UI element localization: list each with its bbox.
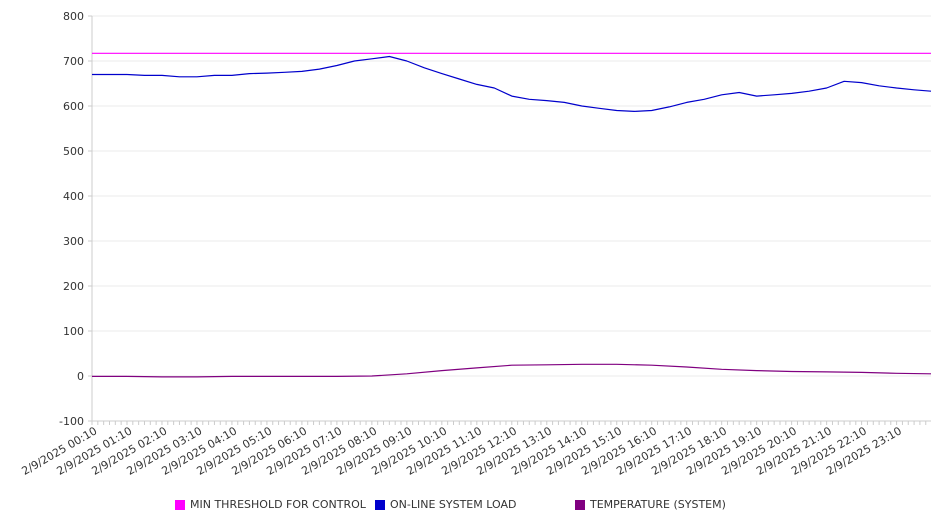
line-chart: -100 0 100 200 300 400 500 600 700 800 2/9/2025 0… bbox=[20, 10, 932, 478]
grid-lines bbox=[92, 15, 931, 422]
series-line-2 bbox=[92, 55, 932, 113]
y-tick-label: 800 bbox=[63, 10, 84, 23]
x-axis-tick-labels: 2/9/2025 00:102/9/2025 01:102/9/2025 02:… bbox=[20, 424, 904, 478]
y-tick-label: 500 bbox=[63, 145, 84, 158]
y-tick-label: 100 bbox=[63, 325, 84, 338]
y-tick-label: -100 bbox=[59, 415, 84, 428]
legend-item-threshold: MIN THRESHOLD FOR CONTROL bbox=[175, 498, 366, 511]
series-lines bbox=[92, 52, 932, 378]
y-tick-label: 0 bbox=[77, 370, 84, 383]
legend-swatch-system-load bbox=[375, 499, 385, 510]
y-tick-label: 300 bbox=[63, 235, 84, 248]
y-tick-label: 600 bbox=[63, 100, 84, 113]
legend-swatch-threshold bbox=[175, 499, 185, 510]
y-tick-label: 400 bbox=[63, 190, 84, 203]
legend-swatch-temperature bbox=[575, 499, 585, 510]
legend-label-system-load: ON-LINE SYSTEM LOAD bbox=[390, 498, 517, 511]
legend-item-temperature: TEMPERATURE (SYSTEM) bbox=[575, 498, 726, 511]
axes bbox=[88, 15, 931, 425]
legend: MIN THRESHOLD FOR CONTROL ON-LINE SYSTEM… bbox=[0, 498, 946, 516]
y-axis-tick-labels: -100 0 100 200 300 400 500 600 700 800 bbox=[59, 10, 84, 428]
y-tick-label: 200 bbox=[63, 280, 84, 293]
legend-label-temperature: TEMPERATURE (SYSTEM) bbox=[590, 498, 726, 511]
series-line-3 bbox=[92, 363, 932, 378]
legend-item-system-load: ON-LINE SYSTEM LOAD bbox=[375, 498, 516, 511]
legend-label-threshold: MIN THRESHOLD FOR CONTROL bbox=[190, 498, 366, 511]
y-tick-label: 700 bbox=[63, 55, 84, 68]
